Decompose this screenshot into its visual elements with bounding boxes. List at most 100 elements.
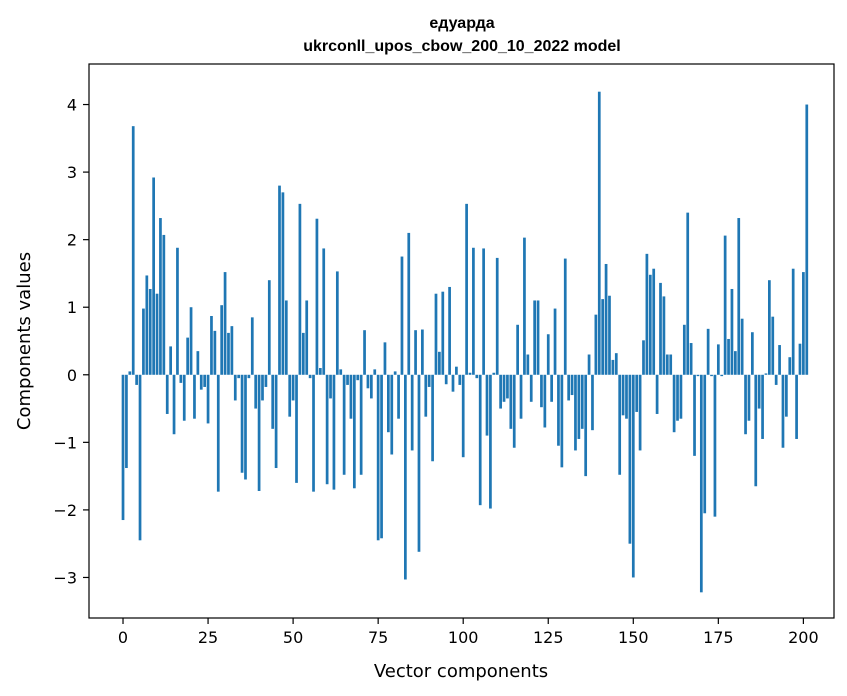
bar-20 xyxy=(189,307,193,375)
bar-74 xyxy=(373,369,377,375)
bar-132 xyxy=(570,374,574,396)
bar-165 xyxy=(682,324,686,375)
bar-121 xyxy=(533,300,536,375)
bar-117 xyxy=(519,374,523,419)
bar-185 xyxy=(750,332,754,375)
bar-141 xyxy=(601,299,605,375)
bar-42 xyxy=(264,374,268,387)
bar-178 xyxy=(727,338,730,375)
bar-138 xyxy=(591,374,594,431)
bar-89 xyxy=(424,374,428,417)
x-tick-label: 75 xyxy=(368,628,388,647)
bar-142 xyxy=(604,263,608,375)
x-tick-label: 200 xyxy=(788,628,819,647)
bar-41 xyxy=(261,374,264,401)
bar-72 xyxy=(366,374,370,389)
bar-190 xyxy=(768,280,771,375)
bar-91 xyxy=(431,374,434,462)
bar-6 xyxy=(142,308,145,375)
bar-84 xyxy=(407,232,411,375)
bar-181 xyxy=(737,218,741,375)
bar-4 xyxy=(135,374,138,385)
bar-8 xyxy=(148,288,152,375)
bar-163 xyxy=(676,374,679,421)
bar-155 xyxy=(648,274,652,375)
bar-136 xyxy=(584,374,588,477)
bar-21 xyxy=(193,374,196,419)
bar-139 xyxy=(594,314,598,375)
bar-162 xyxy=(672,374,676,433)
x-tick-label: 150 xyxy=(618,628,649,647)
bar-179 xyxy=(730,288,734,375)
bar-156 xyxy=(652,268,656,375)
bar-113 xyxy=(506,374,509,399)
bar-29 xyxy=(220,305,224,375)
bar-1 xyxy=(125,374,128,469)
x-tick-label: 125 xyxy=(533,628,564,647)
bar-148 xyxy=(625,374,628,419)
bar-198 xyxy=(795,374,798,439)
bar-161 xyxy=(669,354,673,375)
x-axis-label: Vector components xyxy=(374,661,548,682)
bar-53 xyxy=(301,332,305,375)
bar-114 xyxy=(509,374,513,429)
bar-69 xyxy=(356,374,360,381)
bar-129 xyxy=(560,374,564,468)
x-tick-label: 50 xyxy=(283,628,303,647)
bar-173 xyxy=(710,374,713,377)
bar-33 xyxy=(233,374,237,401)
bar-38 xyxy=(250,317,254,375)
bar-99 xyxy=(458,374,462,385)
bar-16 xyxy=(176,247,179,375)
bar-101 xyxy=(465,203,468,375)
bar-79 xyxy=(390,374,394,455)
bar-170 xyxy=(699,374,703,593)
bar-116 xyxy=(516,324,519,375)
bar-13 xyxy=(165,374,169,414)
bar-174 xyxy=(713,374,717,517)
bar-22 xyxy=(196,351,200,375)
bar-78 xyxy=(387,374,390,433)
bar-15 xyxy=(172,374,176,435)
bar-153 xyxy=(642,340,645,375)
bar-112 xyxy=(502,374,506,402)
bar-160 xyxy=(665,354,669,375)
bar-131 xyxy=(567,374,571,401)
bar-28 xyxy=(216,374,220,492)
bar-2 xyxy=(128,371,132,375)
x-axis-ticks: 0 25 50 75 100 125 150 175 200 xyxy=(118,618,819,647)
bar-86 xyxy=(414,330,417,375)
bar-104 xyxy=(475,374,479,379)
bar-149 xyxy=(628,374,632,544)
bar-147 xyxy=(621,374,625,416)
bar-85 xyxy=(410,374,414,451)
chart-title-line-1: едуарда xyxy=(429,15,494,32)
bar-169 xyxy=(696,374,700,377)
bar-140 xyxy=(597,91,601,375)
y-tick-label: −2 xyxy=(53,501,77,520)
bar-90 xyxy=(427,374,431,387)
bar-107 xyxy=(485,374,489,436)
bar-120 xyxy=(529,374,533,402)
bar-195 xyxy=(785,374,788,417)
bar-130 xyxy=(563,258,567,375)
bar-88 xyxy=(421,329,424,375)
bar-10 xyxy=(155,293,159,375)
bar-102 xyxy=(468,372,472,375)
y-tick-label: 0 xyxy=(67,366,77,385)
bar-49 xyxy=(288,374,292,417)
bar-126 xyxy=(550,374,554,402)
bar-57 xyxy=(315,218,319,375)
bar-137 xyxy=(587,354,591,375)
bar-31 xyxy=(227,332,230,375)
bar-47 xyxy=(281,192,285,375)
bar-71 xyxy=(363,330,366,375)
bar-93 xyxy=(438,351,441,375)
bar-45 xyxy=(274,374,278,469)
y-tick-label: −1 xyxy=(53,433,77,452)
bar-46 xyxy=(278,185,281,375)
x-tick-label: 100 xyxy=(448,628,479,647)
y-tick-label: 4 xyxy=(67,96,77,115)
bar-48 xyxy=(284,300,288,375)
bar-61 xyxy=(329,374,332,399)
